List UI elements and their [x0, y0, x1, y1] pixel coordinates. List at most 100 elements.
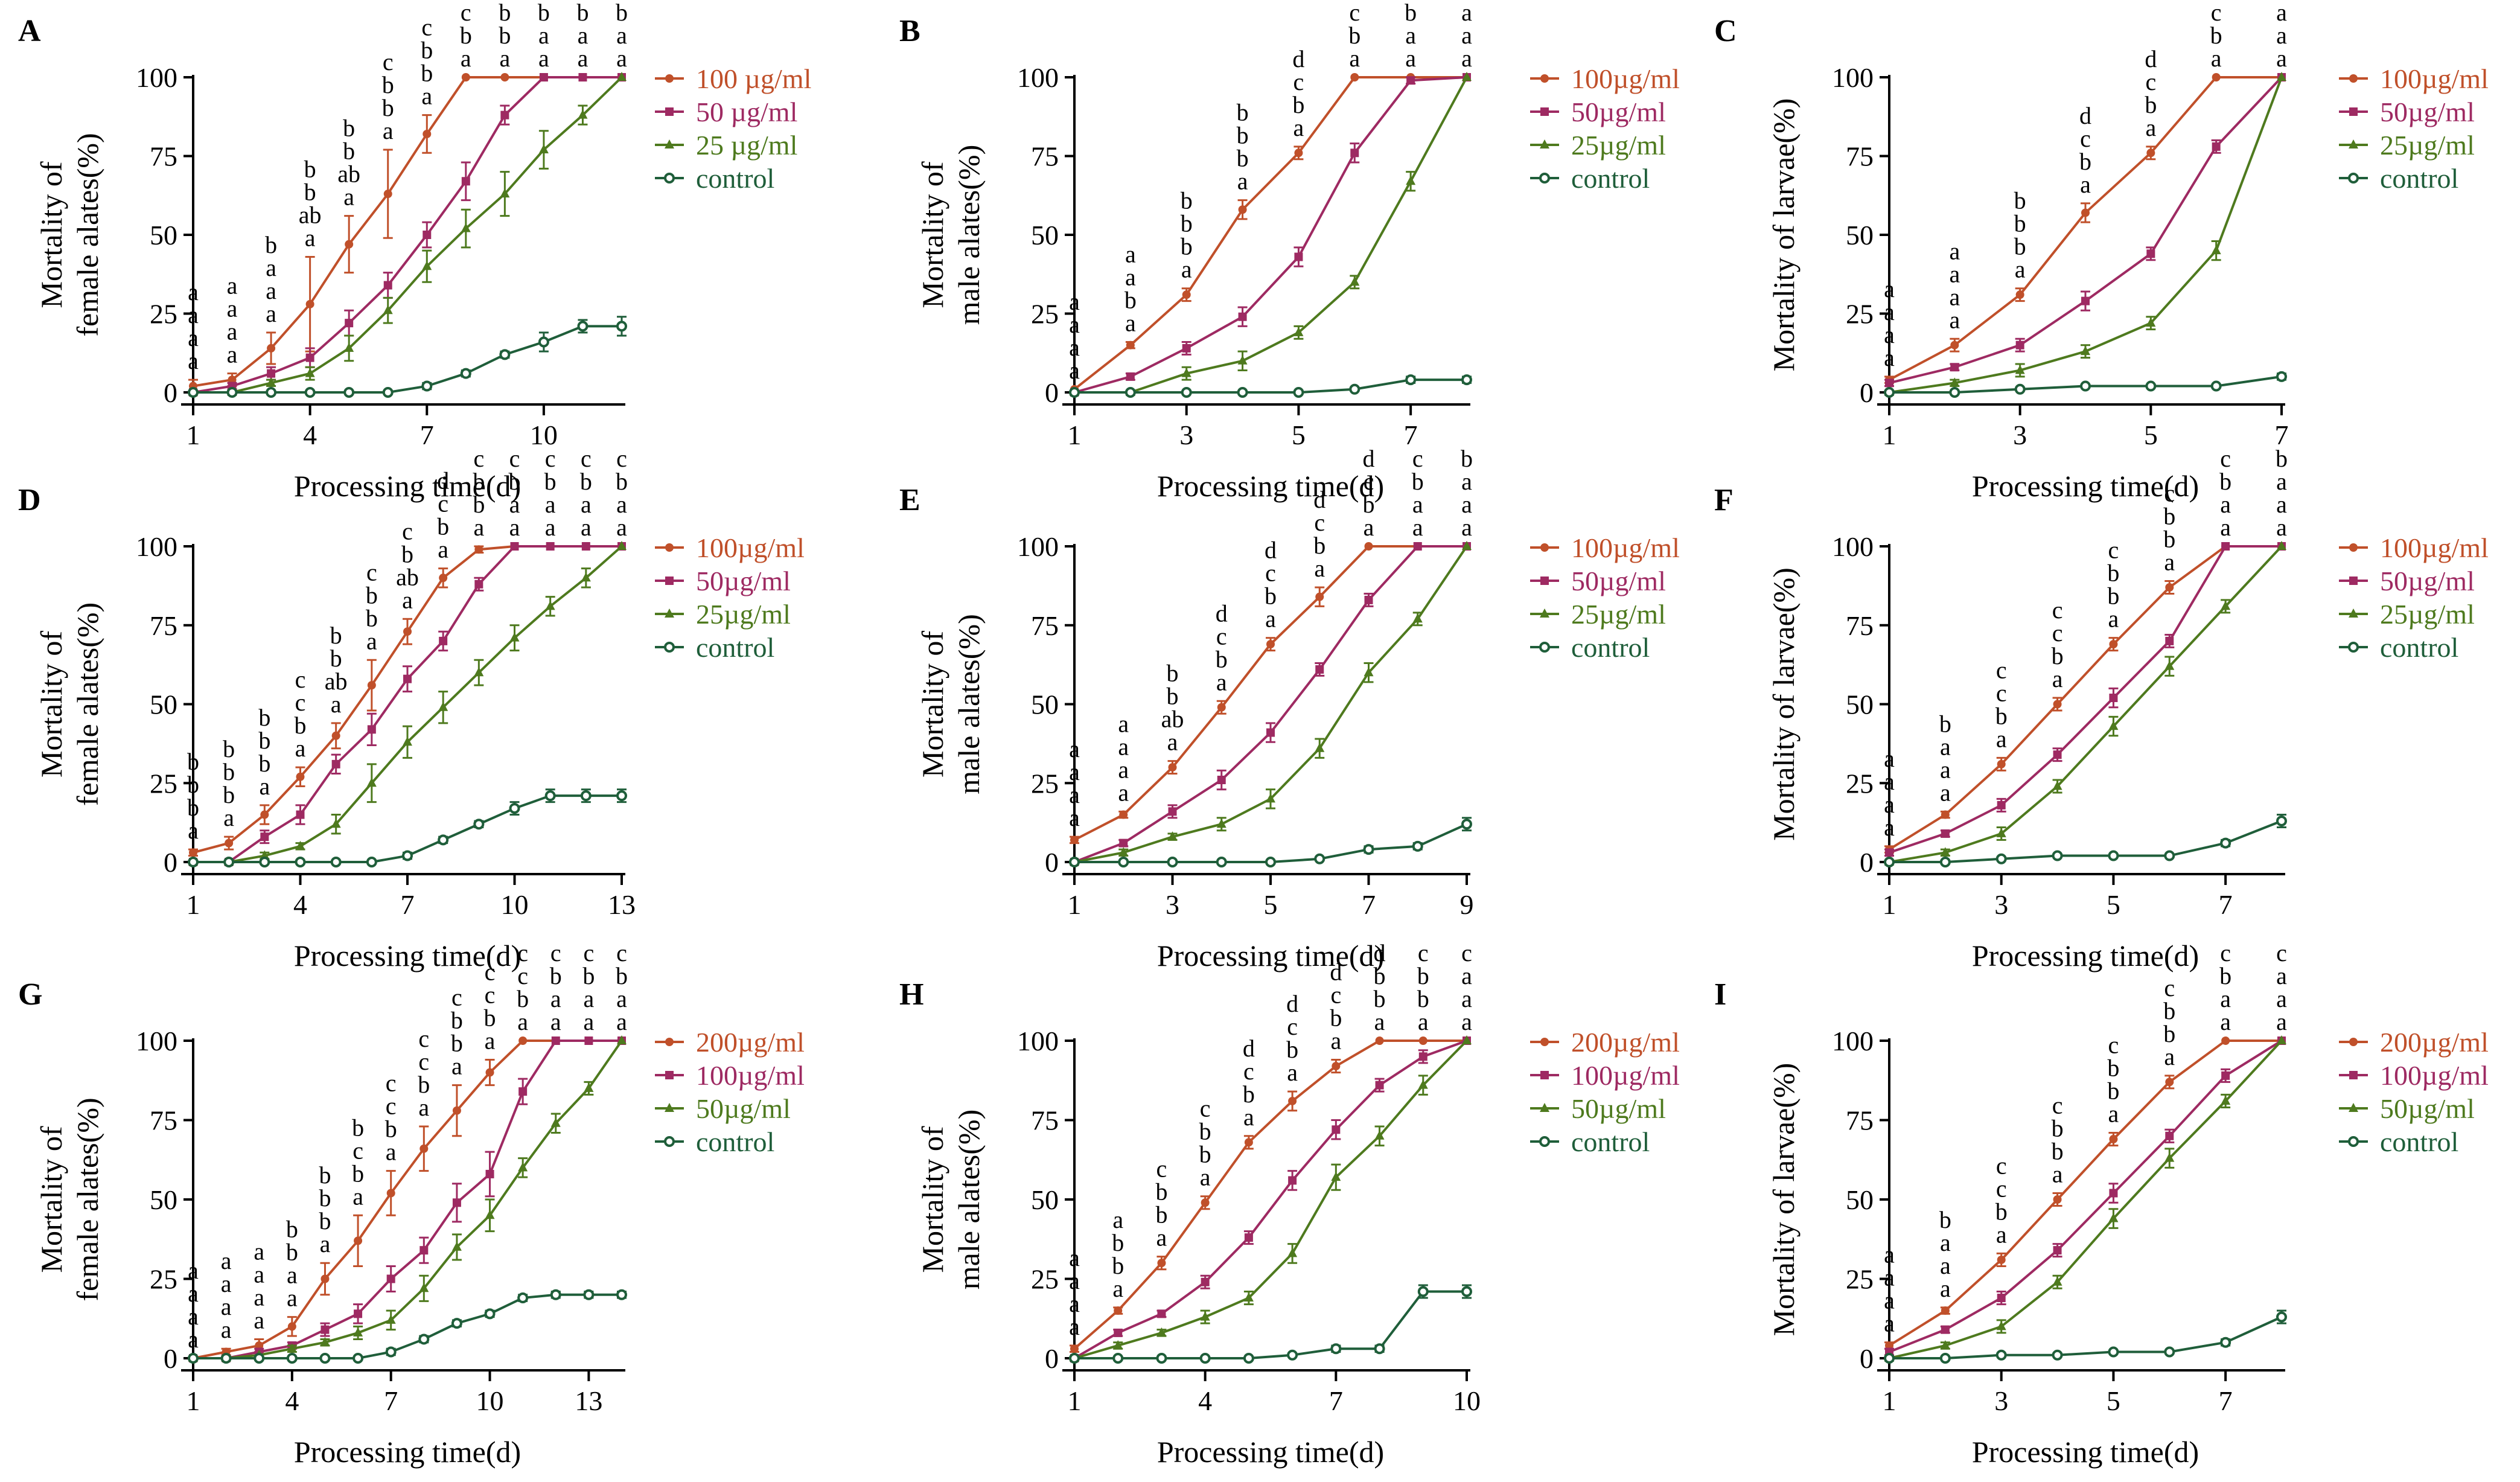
significance-letter: a	[1125, 240, 1136, 267]
significance-letter: b	[2052, 1114, 2064, 1142]
legend-marker	[2349, 543, 2358, 552]
data-point	[2015, 290, 2024, 299]
data-point	[2108, 1213, 2119, 1222]
data-point	[452, 1106, 461, 1115]
legend-marker	[2348, 642, 2359, 653]
legend-entry: 25µg/ml	[1530, 599, 1666, 630]
series-line	[193, 1040, 622, 1359]
significance-letter: b	[1216, 645, 1228, 672]
significance-letter: b	[2163, 526, 2175, 553]
significance-letter: c	[1200, 1095, 1211, 1122]
significance-letter: c	[499, 0, 510, 3]
series-3	[1069, 374, 1472, 398]
data-point	[485, 1210, 495, 1219]
significance-letter: c	[2220, 445, 2231, 472]
significance-letter: c	[402, 517, 413, 545]
data-point	[2212, 142, 2221, 151]
significance-letter: a	[1069, 1244, 1080, 1271]
legend-entry: 50µg/ml	[1530, 566, 1666, 596]
data-point	[2052, 1276, 2062, 1286]
significance-letter: b	[451, 1030, 463, 1057]
data-point	[403, 627, 412, 636]
legend-marker	[665, 1071, 674, 1079]
data-point	[343, 387, 355, 398]
data-point	[1364, 667, 1374, 677]
significance-letter: b	[1939, 1206, 1951, 1233]
significance-letter: b	[1155, 1178, 1167, 1206]
significance-letter: a	[1940, 1252, 1951, 1279]
significance-letter: a	[499, 45, 510, 72]
y-axis-title-line1: Mortality of	[34, 161, 68, 308]
significance-letter: a	[221, 1293, 232, 1320]
series-line	[1073, 1040, 1467, 1359]
significance-letter: a	[509, 491, 520, 518]
data-point	[345, 240, 354, 249]
data-point	[1363, 844, 1374, 855]
data-point	[2052, 781, 2062, 790]
x-tick-label: 5	[1264, 889, 1278, 920]
legend-marker	[2349, 1071, 2358, 1079]
data-point	[1069, 1353, 1080, 1364]
significance-letter: a	[1118, 710, 1129, 737]
data-point	[2081, 346, 2090, 356]
data-point	[1461, 1286, 1472, 1297]
significance-letter: c	[451, 984, 462, 1011]
series-3	[1069, 1284, 1472, 1364]
significance-letter: a	[2276, 962, 2287, 989]
significance-letter: b	[2210, 22, 2222, 49]
y-tick-label: 75	[150, 1105, 177, 1136]
legend-label: 50µg/ml	[696, 566, 791, 596]
x-tick-label: 1	[1883, 1385, 1896, 1416]
legend-entry: control	[1530, 632, 1650, 663]
legend-entry: 50µg/ml	[2339, 566, 2475, 596]
legend-label: control	[1571, 632, 1650, 663]
significance-letter: a	[221, 1316, 232, 1343]
data-point	[2221, 1071, 2230, 1080]
significance-letter: a	[538, 45, 549, 72]
significance-letter: c	[485, 959, 496, 986]
significance-letter: a	[538, 22, 549, 49]
data-point	[354, 1236, 363, 1245]
series-2	[1070, 1035, 1472, 1362]
significance-letter: b	[1374, 985, 1386, 1012]
data-point	[499, 349, 511, 360]
data-point	[461, 223, 471, 232]
significance-letter: c	[2145, 68, 2156, 95]
series-line	[1889, 1315, 2282, 1359]
panel-letter: G	[18, 977, 42, 1012]
significance-letter: c	[509, 445, 520, 472]
significance-letter: b	[366, 581, 378, 608]
y-tick-label: 100	[136, 531, 177, 562]
panel-letter: H	[899, 977, 923, 1012]
significance-letter: a	[254, 1238, 264, 1265]
significance-letter: a	[438, 536, 448, 563]
significance-letter: a	[616, 985, 627, 1012]
significance-letter: a	[1949, 237, 1960, 264]
data-point	[1287, 1248, 1298, 1257]
legend-label: 50µg/ml	[2380, 1093, 2475, 1124]
significance-letter: a	[259, 773, 270, 800]
data-point	[1331, 1172, 1341, 1181]
data-point	[2108, 1346, 2119, 1358]
data-point	[1939, 1353, 1951, 1364]
data-point	[584, 1082, 594, 1092]
data-point	[188, 857, 199, 867]
data-point	[1941, 810, 1950, 819]
significance-letter: c	[418, 1025, 429, 1052]
y-tick-label: 50	[1846, 689, 1874, 720]
legend-label: 25 µg/ml	[696, 130, 797, 161]
data-point	[1167, 831, 1178, 841]
significance-letter: ab	[1161, 706, 1184, 733]
significance-letter: a	[545, 514, 556, 541]
data-point	[2053, 700, 2062, 709]
y-tick-label: 75	[1031, 1105, 1059, 1136]
significance-letter: a	[266, 300, 276, 327]
series-1	[1884, 542, 2286, 857]
significance-letter: a	[1181, 256, 1192, 283]
series-line	[193, 76, 622, 394]
data-point	[2165, 583, 2174, 592]
significance-letter: b	[187, 794, 199, 821]
significance-letter: b	[1939, 710, 1951, 737]
x-tick-label: 4	[1198, 1385, 1212, 1416]
legend-label: 25µg/ml	[696, 599, 791, 630]
